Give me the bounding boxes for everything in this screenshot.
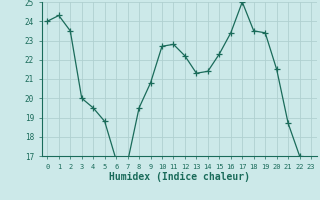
X-axis label: Humidex (Indice chaleur): Humidex (Indice chaleur) [109, 172, 250, 182]
